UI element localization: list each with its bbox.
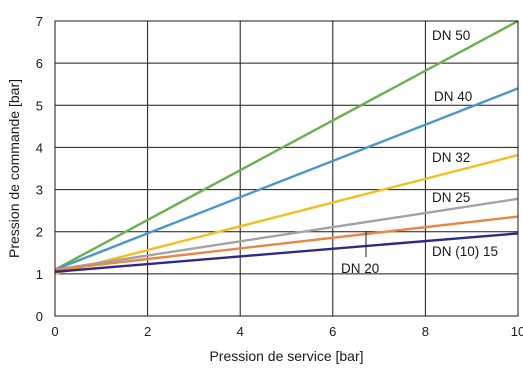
x-tick-label: 0 [51, 324, 58, 339]
series-label-dn-10-15: DN (10) 15 [432, 244, 498, 259]
series-label-dn-50: DN 50 [432, 28, 470, 43]
x-tick-label: 6 [329, 324, 336, 339]
series-label-dn-20: DN 20 [341, 261, 379, 276]
y-tick-label: 7 [36, 14, 43, 29]
series-line-dn-50 [54, 19, 519, 271]
y-tick-labels: 0 1 2 3 4 5 6 7 [36, 14, 43, 324]
x-tick-label: 2 [144, 324, 151, 339]
series-line-dn-25 [54, 197, 519, 271]
y-tick-label: 6 [36, 56, 43, 71]
plot-frame [54, 20, 519, 317]
series-line-dn-20 [54, 215, 519, 271]
grid-lines [55, 21, 518, 316]
series-label-dn-40: DN 40 [434, 89, 472, 104]
y-tick-label: 1 [36, 267, 43, 282]
series-label-dn-32: DN 32 [432, 150, 470, 165]
series-label-dn-25: DN 25 [432, 190, 470, 205]
y-tick-label: 4 [36, 140, 43, 155]
series-line-dn-40 [54, 87, 519, 271]
y-tick-label: 3 [36, 183, 43, 198]
y-axis-label: Pression de commande [bar] [6, 79, 22, 258]
y-tick-label: 2 [36, 225, 43, 240]
series-line-dn-32 [54, 153, 519, 276]
x-axis-label: Pression de service [bar] [209, 348, 363, 364]
x-tick-label: 10 [511, 324, 523, 339]
y-tick-label: 5 [36, 98, 43, 113]
series-labels: DN 50 DN 40 DN 32 DN 25 DN 20 DN (10) 15 [341, 28, 498, 276]
series-lines [54, 19, 519, 276]
x-tick-label: 8 [422, 324, 429, 339]
x-tick-label: 4 [237, 324, 244, 339]
y-tick-label: 0 [36, 309, 43, 324]
series-line-dn-10-15 [54, 232, 519, 273]
x-tick-labels: 0 2 4 6 8 10 [51, 324, 523, 339]
